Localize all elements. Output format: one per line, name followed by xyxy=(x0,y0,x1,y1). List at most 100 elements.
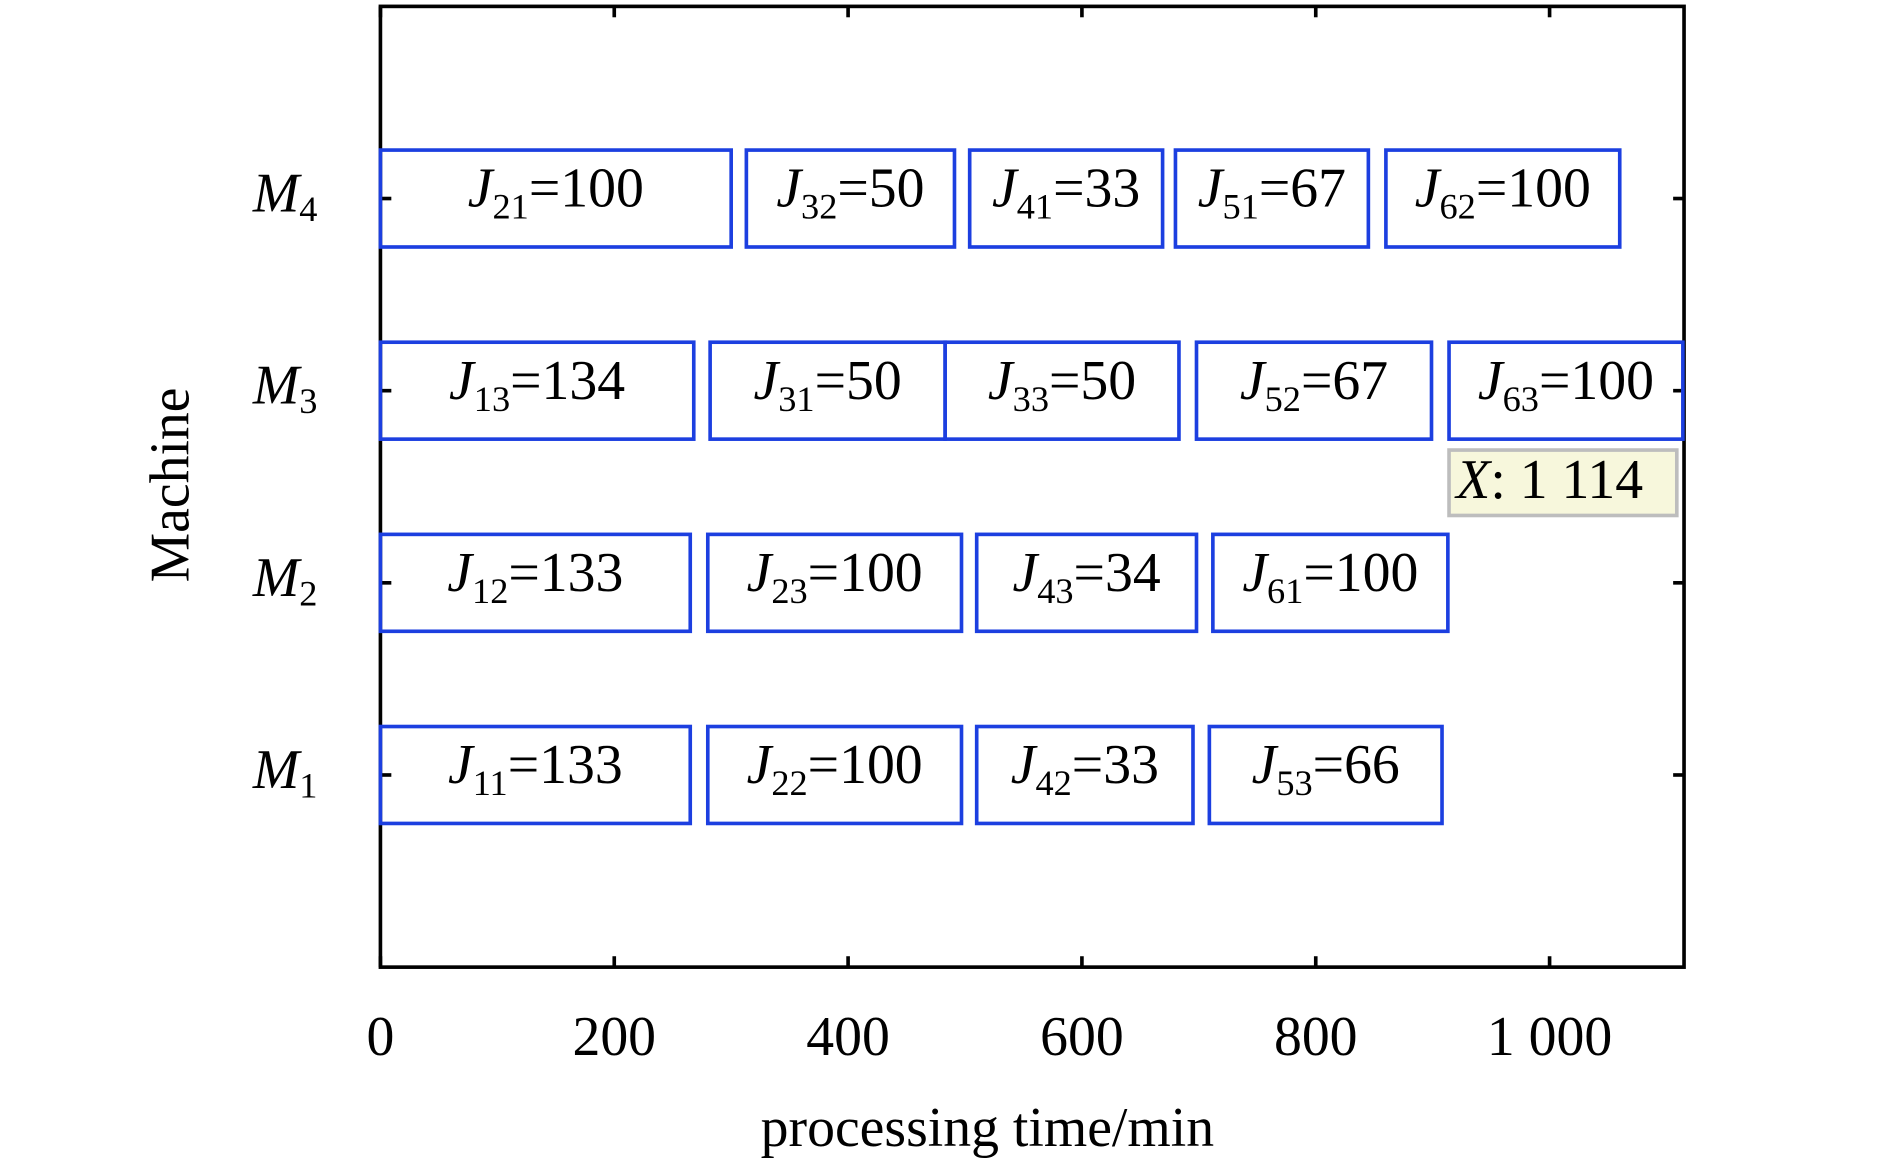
task-index: 33 xyxy=(1013,379,1049,419)
x-tick-label: 600 xyxy=(1040,1006,1124,1068)
task-value: =33 xyxy=(1072,734,1159,796)
task-job: J xyxy=(1415,157,1442,219)
y-tick-label: M4 xyxy=(252,162,318,229)
task-value: =67 xyxy=(1259,157,1346,219)
task-job: J xyxy=(1011,734,1038,796)
task-value: =133 xyxy=(508,542,623,604)
task-job: J xyxy=(447,542,474,604)
task-index: 12 xyxy=(472,571,508,611)
task-bar xyxy=(378,340,696,441)
task-label: J43=34 xyxy=(1012,542,1160,612)
task-value: =67 xyxy=(1301,350,1388,412)
task-label: J13=134 xyxy=(449,350,625,420)
task-index: 22 xyxy=(771,763,807,803)
task-label: J63=100 xyxy=(1478,350,1654,420)
task-value: =33 xyxy=(1053,157,1140,219)
x-tick-label: 400 xyxy=(806,1006,890,1068)
task-index: 52 xyxy=(1265,379,1301,419)
task-bar xyxy=(943,340,1181,441)
y-axis-label: Machine xyxy=(139,387,201,582)
task-index: 23 xyxy=(771,571,807,611)
task-index: 21 xyxy=(492,187,528,227)
machine-symbol: M xyxy=(252,547,302,609)
machine-index: 1 xyxy=(299,766,317,806)
task-job: J xyxy=(988,350,1015,412)
task-label: J31=50 xyxy=(754,350,902,420)
task-job: J xyxy=(449,350,476,412)
task-label: J62=100 xyxy=(1415,157,1591,227)
task-bar xyxy=(974,724,1195,826)
task-job: J xyxy=(992,157,1019,219)
task-label: J12=133 xyxy=(447,542,623,612)
task-job: J xyxy=(1478,350,1505,412)
machine-index: 2 xyxy=(299,574,317,614)
x-tick-label: 800 xyxy=(1274,1006,1358,1068)
task-value: =50 xyxy=(837,157,924,219)
machine-symbol: M xyxy=(252,354,302,416)
task-label: J23=100 xyxy=(747,542,923,612)
task-index: 11 xyxy=(473,763,508,803)
task-label: J11=133 xyxy=(448,734,623,804)
task-value: =100 xyxy=(1303,542,1418,604)
machine-index: 4 xyxy=(299,189,317,229)
y-tick-label: M1 xyxy=(252,739,318,806)
task-value: =50 xyxy=(1049,350,1136,412)
task-bar xyxy=(378,148,733,249)
task-index: 32 xyxy=(801,187,837,227)
task-label: J32=50 xyxy=(776,157,924,227)
task-job: J xyxy=(468,157,495,219)
task-value: =100 xyxy=(1476,157,1591,219)
task-value: =100 xyxy=(1539,350,1654,412)
annotation-box xyxy=(1447,448,1679,518)
task-index: 42 xyxy=(1035,763,1071,803)
task-value: =100 xyxy=(808,542,923,604)
task-job: J xyxy=(1012,542,1039,604)
task-label: J42=33 xyxy=(1011,734,1159,804)
task-value: =34 xyxy=(1074,542,1161,604)
x-tick-label: 0 xyxy=(366,1006,394,1068)
annotation-symbol: X xyxy=(1454,449,1492,511)
task-index: 13 xyxy=(474,379,510,419)
task-job: J xyxy=(747,542,774,604)
task-label: J53=66 xyxy=(1252,734,1400,804)
task-label: J33=50 xyxy=(988,350,1136,420)
machine-symbol: M xyxy=(252,739,302,801)
task-bar xyxy=(1211,532,1450,634)
x-axis-label: processing time/min xyxy=(761,1097,1215,1159)
task-index: 61 xyxy=(1267,571,1303,611)
annotation-text: : 1 114 xyxy=(1490,449,1643,511)
task-index: 62 xyxy=(1440,187,1476,227)
task-label: J41=33 xyxy=(992,157,1140,227)
task-index: 51 xyxy=(1223,187,1259,227)
plot-frame xyxy=(378,4,1686,969)
task-label: J52=67 xyxy=(1240,350,1388,420)
task-index: 63 xyxy=(1503,379,1539,419)
task-label: J61=100 xyxy=(1242,542,1418,612)
task-bar xyxy=(378,532,693,634)
task-label: J21=100 xyxy=(468,157,644,227)
y-tick-label: M2 xyxy=(252,547,318,614)
task-job: J xyxy=(776,157,803,219)
x-tick-label: 1 000 xyxy=(1487,1006,1612,1068)
task-job: J xyxy=(754,350,781,412)
task-bar xyxy=(744,148,957,249)
task-bar xyxy=(1194,340,1434,441)
task-bar xyxy=(1447,340,1685,441)
task-value: =100 xyxy=(808,734,923,796)
x-tick-label: 200 xyxy=(572,1006,656,1068)
task-label: J22=100 xyxy=(747,734,923,804)
task-job: J xyxy=(1198,157,1225,219)
task-value: =50 xyxy=(815,350,902,412)
task-label: J51=67 xyxy=(1198,157,1346,227)
y-tick-label: M3 xyxy=(252,354,318,421)
machine-index: 3 xyxy=(299,382,317,422)
task-value: =100 xyxy=(529,157,644,219)
task-bar xyxy=(974,532,1199,634)
task-job: J xyxy=(448,734,475,796)
task-job: J xyxy=(1242,542,1269,604)
annotation: X: 1 114 xyxy=(1454,449,1643,511)
task-value: =134 xyxy=(510,350,625,412)
task-index: 41 xyxy=(1017,187,1053,227)
